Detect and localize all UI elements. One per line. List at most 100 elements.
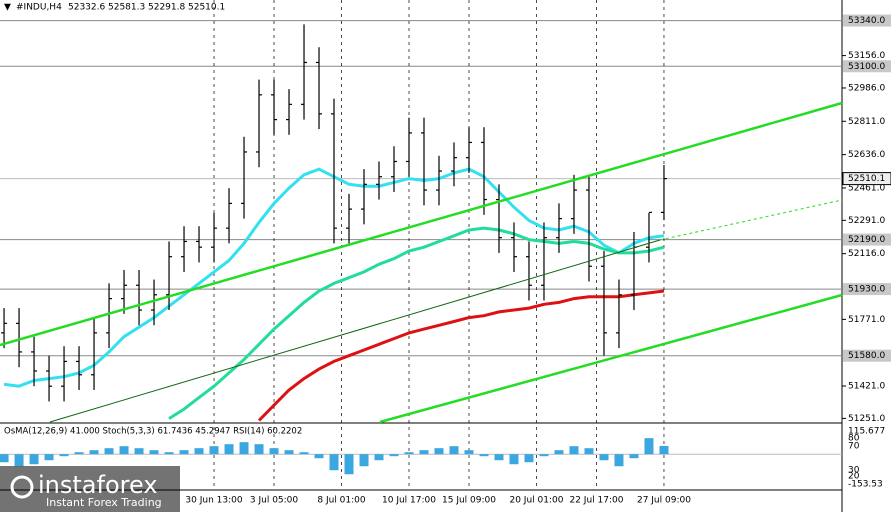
osma-bar xyxy=(569,446,579,455)
x-tick-label: 22 Jul 17:00 xyxy=(569,496,623,506)
current-price-label: 52510.1 xyxy=(848,174,885,184)
osma-bar xyxy=(149,450,159,455)
osma-bar xyxy=(14,454,24,467)
current-price-bg xyxy=(842,172,891,186)
trend-line xyxy=(379,293,843,424)
osma-bar xyxy=(554,450,564,455)
osma-bar xyxy=(194,448,204,455)
plot xyxy=(0,24,669,475)
osma-bar xyxy=(584,448,594,455)
x-tick-label: 30 Jun 13:00 xyxy=(185,496,242,506)
osma-bar xyxy=(209,446,219,455)
x-tick-label: 20 Jul 01:00 xyxy=(509,496,563,506)
labels: 53156.0 52986.0 52811.0 52636.0 52461.0 52291… xyxy=(185,14,891,506)
osma-bar xyxy=(494,454,504,461)
watermark-bg xyxy=(0,466,180,512)
osc-scale-label: -153.53 xyxy=(848,480,883,490)
level-label: 53100.0 xyxy=(848,62,885,72)
osma-bar xyxy=(509,454,519,465)
osma-bar xyxy=(29,454,39,465)
osc-scale-label: 70 xyxy=(848,442,860,452)
osc-scale-label: 115.677 xyxy=(848,427,885,437)
osma-bar xyxy=(254,444,264,455)
osma-bar xyxy=(464,450,474,455)
osma-bar xyxy=(404,452,414,455)
osma-bar xyxy=(89,450,99,455)
osma-bar xyxy=(314,454,324,459)
osma-bar xyxy=(419,450,429,455)
level-label-bg xyxy=(843,14,891,27)
osma-bar xyxy=(179,450,189,455)
header-close: 52510.1 xyxy=(188,3,225,13)
osma-bar xyxy=(344,454,354,475)
level-label-bg xyxy=(843,233,891,246)
y-tick-label: 52636.0 xyxy=(848,150,885,160)
osma-bar xyxy=(644,438,654,455)
watermark-tagline: Instant Forex Trading xyxy=(46,496,162,509)
osma-bar xyxy=(74,452,84,455)
moving-average xyxy=(168,226,665,420)
symbol: #INDU,H4 xyxy=(16,3,62,13)
y-tick-label: 51251.0 xyxy=(848,414,885,424)
trend-line xyxy=(659,199,843,241)
level-label-bg xyxy=(843,349,891,362)
header-high: 52581.3 xyxy=(108,3,145,13)
osma-bar xyxy=(284,450,294,455)
osma-bar xyxy=(524,454,534,463)
header-open: 52332.6 xyxy=(68,3,105,13)
osma-bar xyxy=(44,454,54,461)
level-label-bg xyxy=(843,283,891,296)
level-label: 51930.0 xyxy=(848,285,885,295)
osma-bar xyxy=(389,454,399,457)
osma-bar xyxy=(359,454,369,467)
osc-scale-label: 30 xyxy=(848,466,860,476)
osma-bar xyxy=(434,448,444,455)
indicator-label: OsMA(12,26,9) 41.000 Stoch(5,3,3) 61.743… xyxy=(4,427,302,437)
y-tick-label: 51771.0 xyxy=(848,315,885,325)
y-tick-label: 51421.0 xyxy=(848,382,885,392)
osma-bar xyxy=(119,446,129,455)
header-arrow: ▼ xyxy=(4,3,11,13)
osc-scale-label: 20 xyxy=(848,472,860,482)
osma-bar xyxy=(299,452,309,455)
level-label: 52190.0 xyxy=(848,235,885,245)
osma-bar xyxy=(629,454,639,459)
watermark-brand: instaforex xyxy=(38,471,158,499)
y-tick-label: 52116.0 xyxy=(848,249,885,259)
osma-bar xyxy=(614,454,624,467)
x-tick-label: 10 Jul 17:00 xyxy=(382,496,436,506)
level-label: 51580.0 xyxy=(848,351,885,361)
level-label-bg xyxy=(843,60,891,73)
osma-bar xyxy=(134,448,144,455)
osma-bar xyxy=(59,454,69,457)
osma-bar xyxy=(599,454,609,461)
x-tick-label: 3 Jul 05:00 xyxy=(250,496,299,506)
watermark-logo xyxy=(10,475,34,499)
y-tick-label: 53156.0 xyxy=(848,51,885,61)
osma-bar xyxy=(224,444,234,455)
osma-bar xyxy=(239,442,249,455)
osma-bar xyxy=(269,448,279,455)
trend-line xyxy=(0,101,843,347)
osma-bar xyxy=(479,454,489,457)
header-low: 52291.8 xyxy=(148,3,185,13)
osma-bar xyxy=(374,454,384,461)
level-label: 53340.0 xyxy=(848,16,885,26)
y-tick-label: 52291.0 xyxy=(848,216,885,226)
moving-average xyxy=(257,289,665,422)
osma-bar xyxy=(539,454,549,457)
trend-line xyxy=(49,239,661,423)
x-tick-label: 8 Jul 01:00 xyxy=(317,496,366,506)
x-tick-label: 15 Jul 09:00 xyxy=(442,496,496,506)
x-tick-label: 27 Jul 09:00 xyxy=(637,496,691,506)
osma-bar xyxy=(164,452,174,455)
y-tick-label: 52811.0 xyxy=(848,117,885,127)
osma-bar xyxy=(449,446,459,455)
osma-bar xyxy=(329,454,339,471)
y-tick-label: 52986.0 xyxy=(848,83,885,93)
osma-bar xyxy=(0,454,9,463)
osc-scale-label: 80 xyxy=(848,434,860,444)
osma-bar xyxy=(659,445,669,455)
